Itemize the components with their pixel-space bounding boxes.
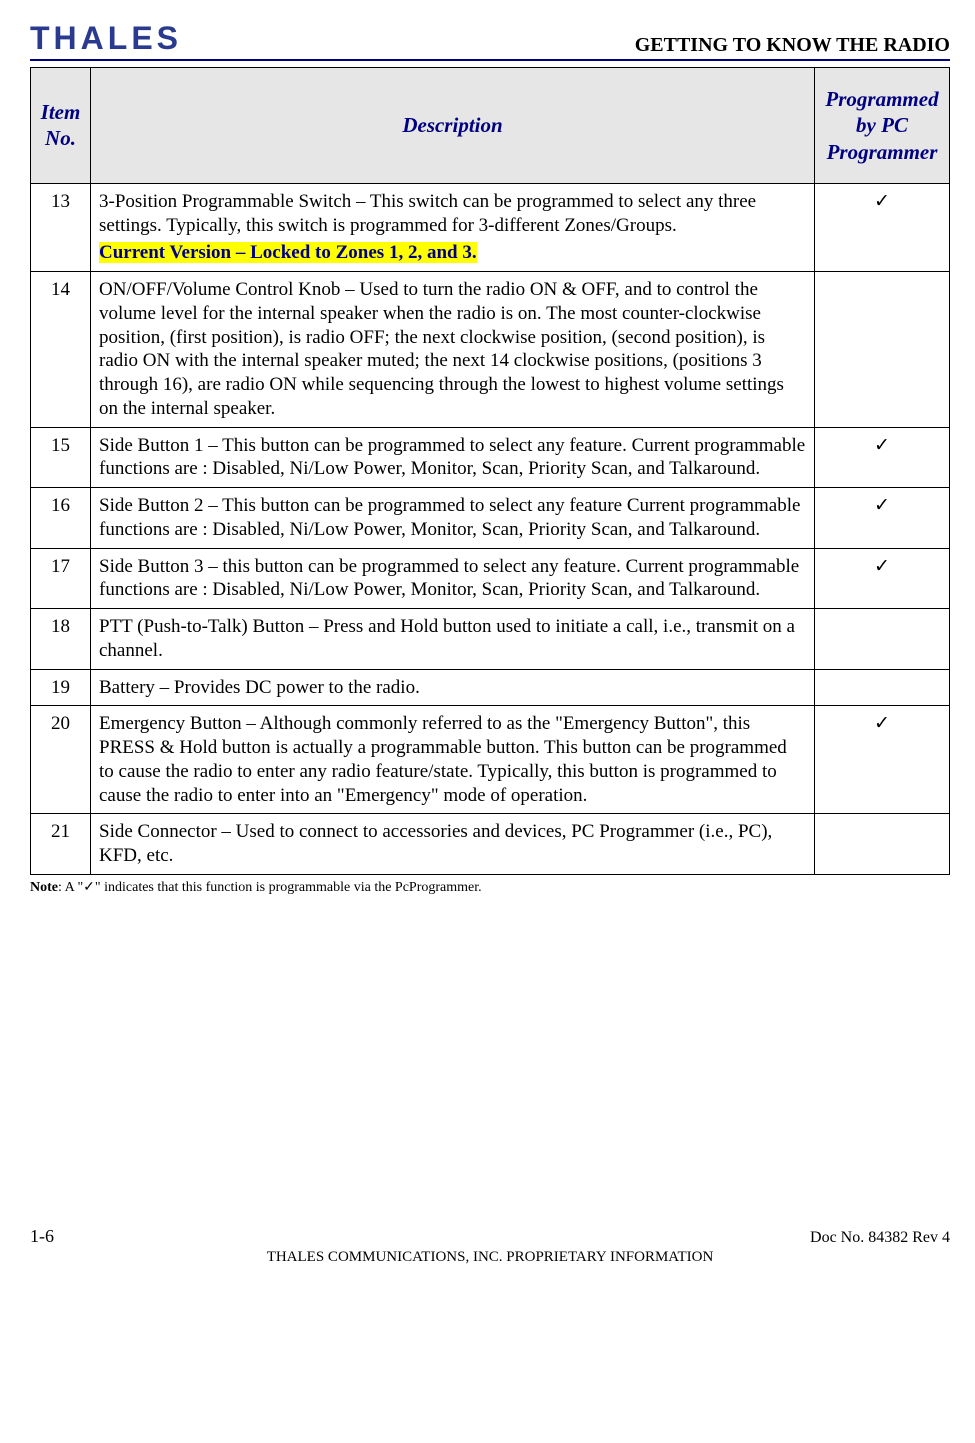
footer-proprietary: THALES COMMUNICATIONS, INC. PROPRIETARY … — [30, 1249, 950, 1266]
description-text: 3-Position Programmable Switch – This sw… — [99, 190, 806, 238]
cell-programmed — [815, 272, 950, 428]
cell-programmed: ✓ — [815, 488, 950, 549]
footer-page-number: 1-6 — [30, 1226, 54, 1247]
cell-programmed: ✓ — [815, 548, 950, 609]
cell-item-no: 16 — [31, 488, 91, 549]
table-row: 15Side Button 1 – This button can be pro… — [31, 427, 950, 488]
page-header: THALES GETTING TO KNOW THE RADIO — [30, 20, 950, 61]
cell-item-no: 14 — [31, 272, 91, 428]
description-text: PTT (Push-to-Talk) Button – Press and Ho… — [99, 615, 806, 663]
cell-item-no: 17 — [31, 548, 91, 609]
description-highlight: Current Version – Locked to Zones 1, 2, … — [99, 242, 477, 263]
cell-programmed — [815, 814, 950, 875]
cell-item-no: 20 — [31, 706, 91, 814]
cell-item-no: 19 — [31, 669, 91, 706]
description-text: Emergency Button – Although commonly ref… — [99, 712, 806, 807]
note-label: Note — [30, 880, 58, 895]
cell-item-no: 15 — [31, 427, 91, 488]
cell-description: Side Button 1 – This button can be progr… — [91, 427, 815, 488]
cell-description: ON/OFF/Volume Control Knob – Used to tur… — [91, 272, 815, 428]
cell-description: Battery – Provides DC power to the radio… — [91, 669, 815, 706]
description-text: ON/OFF/Volume Control Knob – Used to tur… — [99, 278, 806, 421]
col-header-prog: Programmed by PC Programmer — [815, 68, 950, 184]
check-icon: ✓ — [874, 435, 890, 456]
description-text: Side Button 2 – This button can be progr… — [99, 494, 806, 542]
table-row: 20Emergency Button – Although commonly r… — [31, 706, 950, 814]
table-row: 14ON/OFF/Volume Control Knob – Used to t… — [31, 272, 950, 428]
cell-description: Side Button 2 – This button can be progr… — [91, 488, 815, 549]
footer-doc-number: Doc No. 84382 Rev 4 — [810, 1229, 950, 1247]
table-header-row: Item No. Description Programmed by PC Pr… — [31, 68, 950, 184]
check-icon: ✓ — [874, 713, 890, 734]
cell-description: Side Button 3 – this button can be progr… — [91, 548, 815, 609]
table-row: 19 Battery – Provides DC power to the rad… — [31, 669, 950, 706]
cell-programmed — [815, 609, 950, 670]
table-row: 16Side Button 2 – This button can be pro… — [31, 488, 950, 549]
features-table: Item No. Description Programmed by PC Pr… — [30, 67, 950, 875]
table-note: Note: A "✓" indicates that this function… — [30, 879, 950, 896]
page-footer: 1-6 Doc No. 84382 Rev 4 THALES COMMUNICA… — [30, 1226, 950, 1266]
cell-item-no: 18 — [31, 609, 91, 670]
table-row: 18PTT (Push-to-Talk) Button – Press and … — [31, 609, 950, 670]
check-icon: ✓ — [874, 495, 890, 516]
cell-description: PTT (Push-to-Talk) Button – Press and Ho… — [91, 609, 815, 670]
check-icon: ✓ — [874, 556, 890, 577]
section-title: GETTING TO KNOW THE RADIO — [635, 34, 950, 57]
col-header-desc: Description — [91, 68, 815, 184]
cell-item-no: 21 — [31, 814, 91, 875]
table-row: 133-Position Programmable Switch – This … — [31, 183, 950, 271]
cell-item-no: 13 — [31, 183, 91, 271]
col-header-item: Item No. — [31, 68, 91, 184]
note-text: : A "✓" indicates that this function is … — [58, 880, 482, 895]
cell-description: Side Connector – Used to connect to acce… — [91, 814, 815, 875]
cell-programmed — [815, 669, 950, 706]
description-text: Side Connector – Used to connect to acce… — [99, 820, 806, 868]
description-text: Battery – Provides DC power to the radio… — [99, 676, 806, 700]
cell-programmed: ✓ — [815, 706, 950, 814]
logo-text: THALES — [30, 20, 182, 57]
cell-programmed: ✓ — [815, 183, 950, 271]
check-icon: ✓ — [874, 191, 890, 212]
cell-description: Emergency Button – Although commonly ref… — [91, 706, 815, 814]
cell-programmed: ✓ — [815, 427, 950, 488]
description-text: Side Button 1 – This button can be progr… — [99, 434, 806, 482]
table-row: 21Side Connector – Used to connect to ac… — [31, 814, 950, 875]
description-text: Side Button 3 – this button can be progr… — [99, 555, 806, 603]
cell-description: 3-Position Programmable Switch – This sw… — [91, 183, 815, 271]
table-row: 17Side Button 3 – this button can be pro… — [31, 548, 950, 609]
